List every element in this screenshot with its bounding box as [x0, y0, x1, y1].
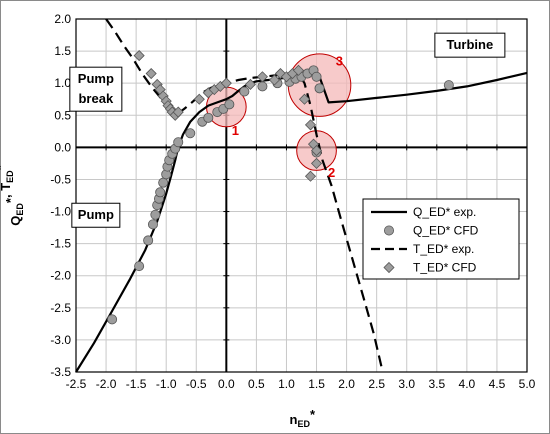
- q-cfd-point-15: [185, 128, 196, 139]
- y-tick-label-3: 0.5: [54, 108, 71, 122]
- x-tick-label-8: 1.5: [308, 377, 325, 391]
- annotation-number-3: 3: [336, 54, 343, 69]
- q-cfd-point-7: [155, 187, 166, 198]
- q-cfd-point-2: [143, 235, 154, 246]
- x-axis-title-main: n: [290, 412, 298, 427]
- x-tick-label-2: -1.5: [126, 377, 147, 391]
- t-cfd-point-0: [133, 50, 145, 62]
- region-box-2: [71, 202, 121, 228]
- legend-label-3: T_ED* CFD: [413, 261, 477, 275]
- t-cfd-point-23: [298, 93, 311, 105]
- region-label-2: break: [78, 91, 113, 106]
- region-box-0: [434, 32, 506, 58]
- x-tick-label-0: -2.5: [66, 377, 87, 391]
- t-cfd-point-18: [268, 74, 281, 86]
- annotation-number-1: 1: [232, 123, 239, 138]
- series-line-0: [75, 71, 528, 373]
- y-axis-title: QED*, TED*: [0, 164, 25, 225]
- x-tick-label-3: -1.0: [156, 377, 177, 391]
- t-cfd-point-28: [304, 170, 317, 182]
- t-cfd-point-10: [172, 106, 184, 118]
- x-axis-title: nED*: [290, 407, 316, 429]
- region-label-0: Turbine: [447, 37, 494, 52]
- y-tick-label-1: 1.5: [54, 44, 71, 58]
- y-tick-label-6: -1.0: [50, 205, 71, 219]
- y-axis-title-sup-0: *: [3, 197, 18, 203]
- t-cfd-point-16: [244, 78, 256, 91]
- x-tick-label-9: 2.0: [338, 377, 355, 391]
- t-cfd-point-11: [193, 93, 205, 105]
- x-tick-labels: -2.5 -2.0 -1.5 -1.0 -0.5 0.0 0.5 1.0 1.5 2.0 2.5 3.…: [66, 377, 536, 391]
- q-cfd-point-0: [107, 314, 118, 325]
- x-tick-label-13: 4.0: [459, 377, 476, 391]
- region-label-1: Pump: [78, 71, 114, 86]
- q-cfd-point-14: [173, 137, 184, 148]
- annotation-number-2: 2: [328, 165, 335, 180]
- annotation-labels: 1 2 3: [232, 54, 343, 180]
- y-tick-label-4: 0.0: [54, 140, 71, 154]
- legend-swatch-1: [383, 225, 394, 236]
- x-tick-label-5: 0.0: [218, 377, 235, 391]
- legend-label-2: T_ED* exp.: [413, 242, 474, 256]
- x-tick-label-15: 5.0: [519, 377, 536, 391]
- y-tick-label-10: -3.0: [50, 333, 71, 347]
- y-tick-label-7: -1.5: [50, 237, 71, 251]
- q-cfd-point-17: [203, 112, 214, 123]
- t-cfd-point-26: [310, 145, 323, 157]
- q-cfd-point-29: [311, 71, 322, 82]
- y-axis-title-sup-1: *: [0, 164, 8, 170]
- plot-area-border: [75, 18, 528, 373]
- legend: Q_ED* exp. Q_ED* CFD T_ED* exp. T_ED* CFD: [362, 198, 520, 280]
- q-cfd-point-32: [443, 80, 454, 91]
- y-tick-label-9: -2.5: [50, 301, 71, 315]
- t-cfd-point-17: [256, 71, 268, 83]
- q-cfd-point-8: [158, 177, 169, 188]
- y-tick-label-11: -3.5: [50, 365, 71, 379]
- y-tick-label-0: 2.0: [54, 12, 71, 26]
- t-cfd-point-24: [304, 119, 317, 131]
- series-line-2: [105, 18, 384, 373]
- x-axis-title-sub: ED: [297, 419, 310, 429]
- y-tick-label-5: -0.5: [50, 172, 71, 186]
- y-tick-label-8: -2.0: [50, 269, 71, 283]
- t-cfd-point-27: [310, 157, 323, 169]
- y-axis-title-main-0: Q: [8, 216, 23, 226]
- legend-swatch-3: [383, 261, 395, 274]
- y-tick-labels: 2.0 1.5 1.0 0.5 0.0 -0.5 -1.0 -1.5 -2.0 -2.5 -3.0 -…: [50, 12, 71, 379]
- x-tick-label-11: 3.0: [398, 377, 415, 391]
- x-tick-label-6: 0.5: [248, 377, 265, 391]
- y-tick-label-2: 1.0: [54, 76, 71, 90]
- x-tick-label-4: -0.5: [186, 377, 207, 391]
- q-cfd-point-30: [314, 83, 325, 94]
- q-cfd-point-21: [239, 86, 250, 97]
- x-tick-label-14: 4.5: [489, 377, 506, 391]
- q-cfd-point-4: [150, 209, 161, 220]
- region-box-1: [69, 66, 123, 112]
- q-cfd-point-20: [224, 99, 235, 110]
- x-tick-label-10: 2.5: [368, 377, 385, 391]
- y-axis-title-sub-0: ED: [15, 203, 25, 216]
- q-cfd-point-1: [134, 261, 145, 272]
- t-cfd-point-22: [292, 64, 305, 76]
- q-cfd-point-22: [257, 81, 268, 92]
- x-axis-title-sup: *: [310, 407, 316, 422]
- region-label-3: Pump: [78, 207, 114, 222]
- y-axis-title-main-1: , T: [0, 183, 13, 198]
- legend-label-0: Q_ED* exp.: [413, 205, 476, 219]
- y-axis-title-sub-1: ED: [5, 170, 15, 183]
- t-cfd-point-1: [145, 67, 157, 80]
- x-tick-label-7: 1.0: [278, 377, 295, 391]
- q-cfd-point-3: [147, 219, 158, 230]
- region-labels: Turbine Pump break Pump: [69, 32, 506, 228]
- t-cfd-point-15: [220, 77, 232, 89]
- series-group: [75, 18, 528, 373]
- legend-label-1: Q_ED* CFD: [413, 224, 479, 238]
- x-tick-label-1: -2.0: [96, 377, 117, 391]
- x-tick-label-12: 3.5: [428, 377, 445, 391]
